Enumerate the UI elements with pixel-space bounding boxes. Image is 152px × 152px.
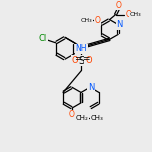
Text: N: N bbox=[88, 83, 94, 92]
Text: O: O bbox=[125, 10, 131, 19]
Text: CH₃: CH₃ bbox=[90, 115, 103, 121]
Text: Cl: Cl bbox=[39, 34, 47, 43]
Text: O: O bbox=[94, 16, 100, 25]
Text: =: = bbox=[74, 54, 81, 63]
Text: CH₃: CH₃ bbox=[80, 18, 92, 23]
Text: NH: NH bbox=[76, 44, 87, 53]
Text: N: N bbox=[116, 20, 123, 29]
Text: CH₃: CH₃ bbox=[130, 12, 141, 17]
Text: O: O bbox=[116, 1, 121, 10]
Text: O: O bbox=[71, 56, 78, 65]
Text: S: S bbox=[78, 56, 85, 66]
Text: =: = bbox=[82, 54, 89, 63]
Text: CH₂: CH₂ bbox=[76, 115, 88, 121]
Text: O: O bbox=[69, 111, 75, 119]
Text: O: O bbox=[85, 56, 92, 65]
